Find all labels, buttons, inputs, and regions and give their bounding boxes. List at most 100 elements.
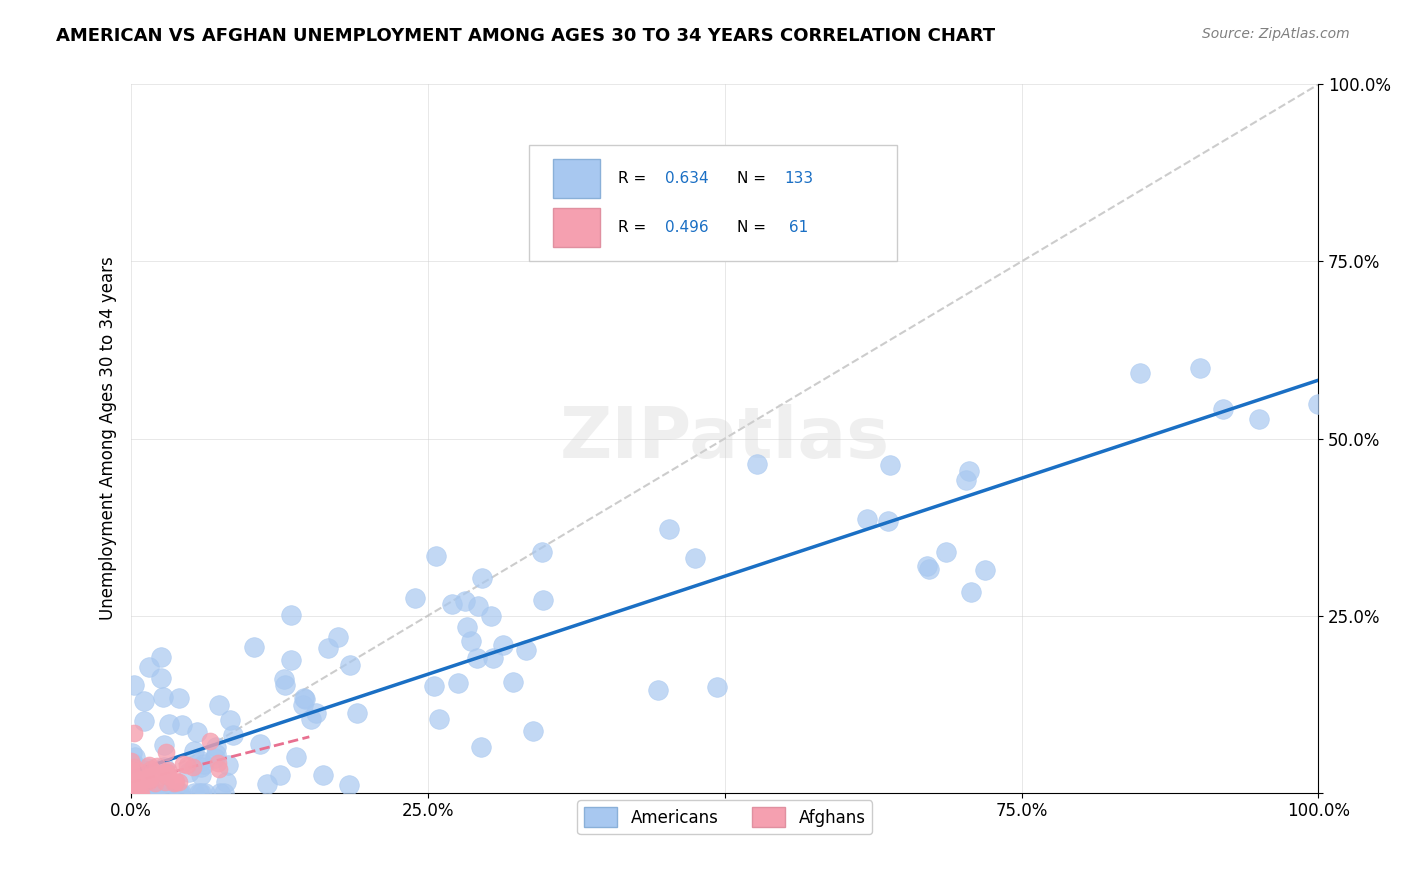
Point: [155, 769, 177, 783]
Point: [337, 778, 360, 792]
Point: [515, 643, 537, 657]
Point: [243, 640, 266, 654]
Point: [427, 712, 450, 726]
Point: [121, 781, 143, 796]
Point: [138, 774, 160, 789]
Text: 0.496: 0.496: [665, 220, 709, 235]
Bar: [553, 209, 600, 247]
Point: [467, 599, 489, 614]
Point: [127, 786, 149, 800]
Point: [305, 706, 328, 720]
Point: [172, 756, 194, 771]
Point: [470, 740, 492, 755]
Point: [157, 717, 180, 731]
Point: [299, 712, 322, 726]
Point: [125, 786, 148, 800]
Point: [156, 766, 179, 780]
Point: [153, 775, 176, 789]
Point: [1308, 397, 1330, 411]
Point: [121, 772, 143, 787]
Point: [135, 786, 157, 800]
Point: [193, 756, 215, 771]
Point: [131, 786, 153, 800]
Point: [156, 763, 179, 777]
Point: [531, 545, 554, 559]
Point: [153, 738, 176, 752]
Point: [121, 786, 143, 800]
Point: [146, 759, 169, 773]
Point: [120, 786, 142, 800]
Point: [131, 786, 153, 800]
Point: [973, 562, 995, 576]
Point: [124, 786, 146, 800]
Point: [918, 562, 941, 576]
Point: [120, 763, 142, 777]
Text: R =: R =: [617, 220, 651, 235]
Text: 133: 133: [785, 171, 813, 186]
Point: [208, 786, 231, 800]
Point: [120, 772, 142, 787]
Point: [124, 756, 146, 771]
Point: [121, 786, 143, 800]
Point: [249, 737, 271, 751]
Point: [121, 746, 143, 760]
Point: [127, 778, 149, 792]
Point: [157, 786, 180, 800]
Point: [280, 653, 302, 667]
Point: [960, 585, 983, 599]
Point: [122, 786, 145, 800]
Point: [121, 778, 143, 792]
Point: [143, 776, 166, 790]
Point: [122, 760, 145, 774]
Point: [522, 724, 544, 739]
Point: [481, 609, 503, 624]
Point: [120, 763, 142, 777]
Point: [181, 760, 204, 774]
Point: [150, 671, 173, 685]
Point: [153, 760, 176, 774]
Point: [155, 745, 177, 759]
Point: [190, 768, 212, 782]
FancyBboxPatch shape: [529, 145, 897, 261]
Point: [128, 786, 150, 800]
Point: [186, 725, 208, 739]
Point: [531, 593, 554, 607]
Point: [120, 785, 142, 799]
Point: [326, 630, 349, 644]
Point: [207, 756, 229, 770]
Point: [167, 786, 190, 800]
Point: [122, 783, 145, 797]
Point: [339, 658, 361, 673]
Point: [292, 698, 315, 712]
Point: [121, 765, 143, 780]
Point: [125, 786, 148, 800]
Point: [273, 673, 295, 687]
Point: [183, 786, 205, 800]
Point: [120, 775, 142, 789]
Point: [131, 769, 153, 783]
Point: [138, 786, 160, 800]
Point: [856, 512, 879, 526]
Point: [143, 786, 166, 800]
Point: [215, 775, 238, 789]
Point: [156, 786, 179, 800]
Point: [1247, 412, 1270, 426]
Point: [138, 758, 160, 772]
Point: [404, 591, 426, 605]
Point: [915, 558, 938, 573]
Point: [121, 765, 143, 780]
Point: [208, 698, 231, 713]
Point: [471, 571, 494, 585]
Point: [167, 786, 190, 800]
Point: [658, 522, 681, 536]
Point: [131, 773, 153, 788]
Point: [127, 776, 149, 790]
Point: [423, 679, 446, 693]
Text: 0.634: 0.634: [665, 171, 709, 186]
Point: [127, 777, 149, 791]
Point: [121, 786, 143, 800]
Point: [167, 690, 190, 705]
Point: [134, 772, 156, 786]
Point: [124, 786, 146, 800]
Point: [120, 786, 142, 800]
